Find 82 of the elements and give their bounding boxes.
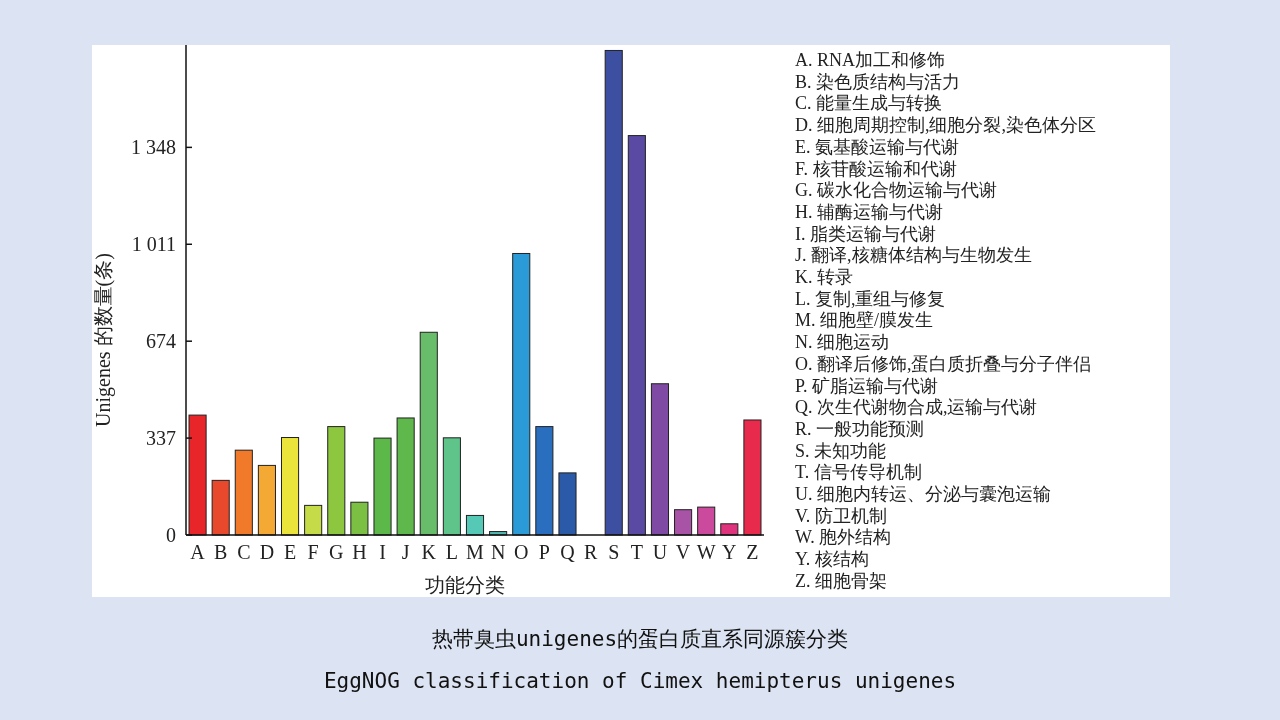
y-tick-label: 0 [166, 524, 176, 546]
text: Y. 核结构 [795, 549, 869, 570]
x-tick-label: D [259, 541, 275, 563]
x-tick-label: U [652, 541, 668, 563]
text: EggNOG classification of Cimex hemipterus unigenes [323, 669, 957, 693]
x-tick-label: J [401, 541, 410, 563]
text: E. 氨基酸运输与代谢 [795, 136, 959, 157]
text: Q. 次生代谢物合成,运输与代谢 [795, 397, 1038, 418]
bar [234, 449, 253, 536]
bar [604, 49, 623, 536]
bar [674, 509, 693, 536]
x-tick-label: G [329, 541, 344, 563]
text: A. RNA加工和修饰 [795, 50, 946, 70]
x-tick-label: V [675, 541, 691, 563]
text: U. 细胞内转运、分泌与囊泡运输 [795, 484, 1051, 504]
x-tick-label: R [583, 541, 598, 563]
text: Z. 细胞骨架 [795, 570, 887, 591]
text: O. 翻译后修饰,蛋白质折叠与分子伴侣 [795, 353, 1092, 374]
bar [419, 331, 438, 536]
x-tick-label: C [237, 541, 251, 563]
bar [350, 501, 369, 536]
y-tick-label: 674 [146, 330, 176, 353]
x-tick-label: K [421, 541, 437, 563]
text: H. 辅酶运输与代谢 [795, 201, 943, 222]
text: F. 核苷酸运输和代谢 [795, 158, 957, 179]
text: C. 能量生成与转换 [795, 93, 943, 114]
text: D. 细胞周期控制,细胞分裂,染色体分区 [795, 115, 1096, 136]
x-tick-label: Q [560, 541, 576, 563]
x-tick-label: Z [746, 541, 759, 563]
text: G. 碳水化合物运输与代谢 [795, 180, 997, 201]
x-tick-label: O [514, 541, 529, 563]
text: T. 信号传导机制 [795, 462, 922, 483]
text: S. 未知功能 [795, 440, 887, 461]
x-tick-label: H [352, 541, 367, 563]
bar [396, 417, 415, 536]
bar [512, 252, 531, 536]
text: 热带臭虫unigenes的蛋白质直系同源簇分类 [431, 627, 849, 651]
text: K. 转录 [795, 267, 853, 287]
y-tick-label: 1 011 [131, 233, 176, 256]
x-tick-label: S [608, 541, 620, 563]
bar [257, 464, 276, 536]
text: M. 细胞壁/膜发生 [795, 310, 934, 331]
y-tick-label: 337 [146, 427, 176, 450]
bar [627, 135, 646, 536]
text: N. 细胞运动 [795, 332, 889, 353]
bar [280, 437, 300, 536]
x-tick-label: B [214, 541, 228, 563]
text: W. 胞外结构 [795, 527, 892, 548]
x-tick-label: T [630, 541, 643, 563]
text: L. 复制,重组与修复 [795, 288, 946, 309]
text: V. 防卫机制 [795, 505, 887, 526]
text: J. 翻译,核糖体结构与生物发生 [795, 245, 1032, 266]
bar [304, 504, 323, 536]
text: R. 一般功能预测 [795, 418, 925, 439]
bar [211, 479, 230, 536]
x-tick-label: Y [722, 541, 737, 563]
bar [650, 383, 670, 536]
x-tick-label: W [696, 541, 716, 563]
bar [373, 437, 392, 536]
bar [535, 426, 554, 536]
x-tick-label: N [490, 541, 506, 563]
x-tick-label: A [190, 541, 206, 563]
bar [327, 426, 346, 536]
bar [442, 437, 461, 536]
text: P. 矿脂运输与代谢 [795, 375, 939, 396]
y-axis-title: Unigenes 的数量(条) [92, 253, 115, 427]
bar [720, 523, 739, 536]
bar [743, 419, 762, 536]
x-tick-label: P [538, 541, 550, 563]
bar [465, 514, 485, 536]
x-tick-label: M [466, 541, 485, 563]
x-tick-label: E [283, 541, 297, 563]
x-axis-title: 功能分类 [425, 574, 505, 596]
x-tick-label: F [307, 541, 319, 563]
text: B. 染色质结构与活力 [795, 71, 961, 92]
bar [697, 506, 716, 536]
text: I. 脂类运输与代谢 [795, 223, 936, 244]
bar [558, 472, 577, 536]
x-tick-label: L [445, 541, 458, 563]
bar [188, 414, 207, 536]
x-tick-label: I [379, 541, 386, 563]
y-tick-label: 1 348 [131, 136, 176, 159]
